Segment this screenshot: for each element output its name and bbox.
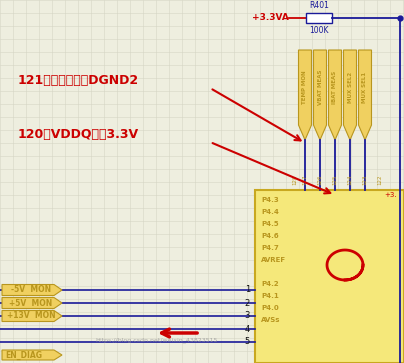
Text: EN_DIAG: EN_DIAG	[5, 350, 42, 360]
Text: 121脚接错，应为DGND2: 121脚接错，应为DGND2	[18, 73, 139, 86]
Text: 2: 2	[245, 298, 250, 307]
Text: 128: 128	[292, 175, 297, 185]
Text: -5V  MON: -5V MON	[11, 286, 51, 294]
Text: P4.6: P4.6	[261, 233, 279, 239]
Text: 124: 124	[347, 175, 353, 185]
Text: P4.5: P4.5	[261, 221, 279, 227]
Text: 127: 127	[303, 175, 307, 185]
Text: 3: 3	[245, 311, 250, 321]
Polygon shape	[2, 285, 62, 295]
Text: IBAT MEAS: IBAT MEAS	[332, 71, 337, 104]
Bar	[255, 190, 404, 363]
Text: +5V  MON: +5V MON	[9, 298, 53, 307]
Bar	[306, 13, 332, 23]
Text: +13V  MON: +13V MON	[7, 311, 55, 321]
Text: MUX SEL2: MUX SEL2	[347, 72, 353, 103]
Text: 122: 122	[377, 175, 383, 185]
Text: 4: 4	[245, 325, 250, 334]
Text: 5: 5	[245, 338, 250, 347]
Text: P4.3: P4.3	[261, 197, 279, 203]
Text: MUX SEL1: MUX SEL1	[362, 72, 368, 103]
Polygon shape	[343, 50, 356, 140]
Polygon shape	[314, 50, 326, 140]
Text: P4.7: P4.7	[261, 245, 279, 251]
Polygon shape	[2, 298, 62, 309]
Text: P4.4: P4.4	[261, 209, 279, 215]
Text: +3.: +3.	[384, 192, 397, 198]
Polygon shape	[328, 50, 341, 140]
Text: VBAT MEAS: VBAT MEAS	[318, 70, 322, 105]
Text: 125: 125	[332, 175, 337, 185]
Text: +3.3VA: +3.3VA	[252, 13, 289, 23]
Text: TEMP MON: TEMP MON	[303, 71, 307, 104]
Text: AVSs: AVSs	[261, 317, 280, 323]
Text: R401: R401	[309, 1, 329, 10]
Text: 100K: 100K	[309, 26, 329, 35]
Polygon shape	[2, 350, 62, 360]
Text: AVREF: AVREF	[261, 257, 286, 263]
Text: P4.2: P4.2	[261, 281, 279, 287]
Text: P4.1: P4.1	[261, 293, 279, 299]
Text: 1: 1	[245, 286, 250, 294]
Polygon shape	[358, 50, 372, 140]
Text: 126: 126	[318, 175, 322, 185]
Text: https://blog.csdn.net/weixin_43823515: https://blog.csdn.net/weixin_43823515	[95, 337, 217, 343]
Text: 123: 123	[362, 175, 368, 185]
Polygon shape	[2, 310, 62, 322]
Text: 120脚VDDQ应接3.3V: 120脚VDDQ应接3.3V	[18, 129, 139, 142]
Polygon shape	[299, 50, 311, 140]
Text: P4.0: P4.0	[261, 305, 279, 311]
